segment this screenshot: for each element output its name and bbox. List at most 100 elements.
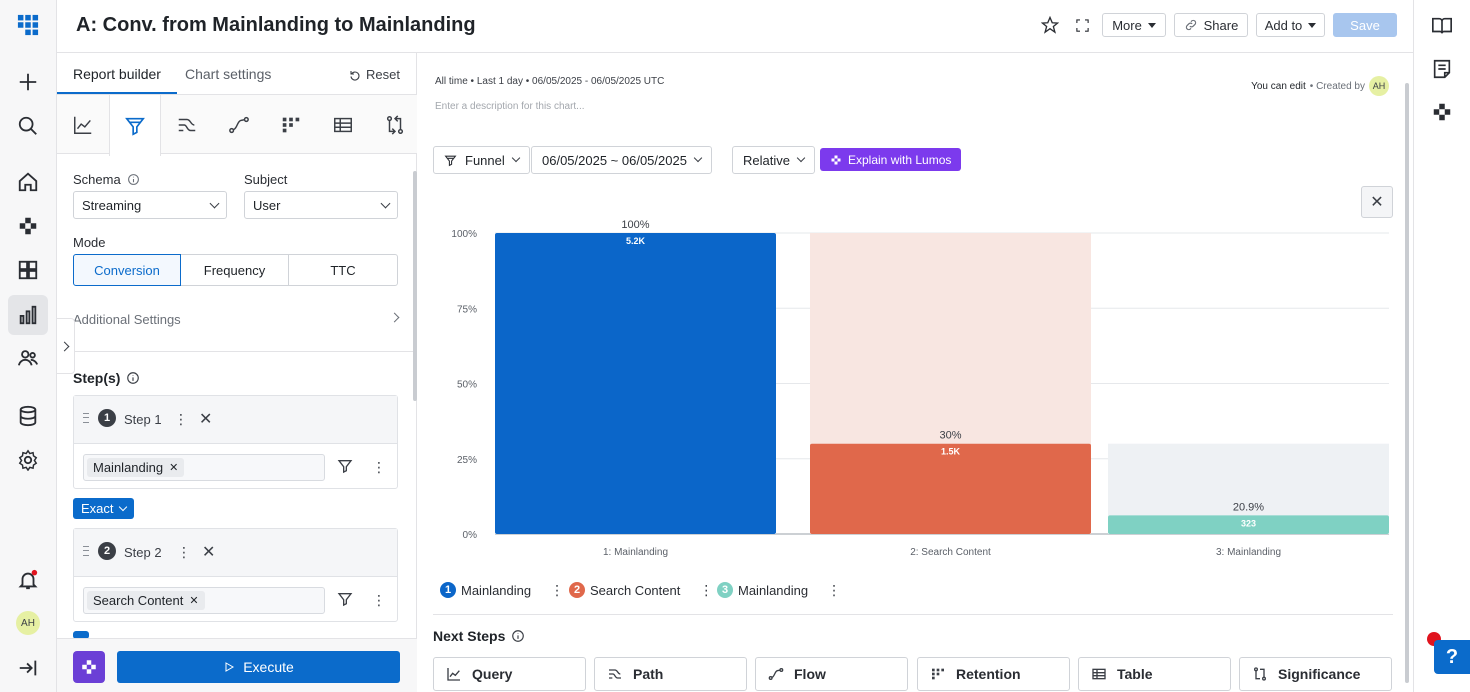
event-input[interactable]: Search Content ✕	[83, 587, 325, 614]
lumos-icon[interactable]	[8, 206, 48, 246]
more-button[interactable]: More	[1102, 13, 1166, 37]
chart-type-retention[interactable]	[265, 95, 317, 154]
next-step-label: Retention	[956, 666, 1021, 682]
event-menu-icon[interactable]: ⋮	[372, 592, 386, 608]
scale-dropdown[interactable]: Relative	[732, 146, 815, 174]
reports-icon[interactable]	[8, 295, 48, 335]
drag-handle-icon[interactable]	[83, 413, 89, 423]
chip-remove-icon[interactable]: ✕	[169, 462, 179, 474]
next-step-label: Query	[472, 666, 513, 682]
reset-button[interactable]: Reset	[349, 67, 400, 82]
fullscreen-icon[interactable]	[1072, 15, 1092, 35]
remove-step-icon[interactable]: ✕	[202, 544, 216, 561]
docs-book-icon[interactable]	[1422, 6, 1462, 46]
subject-label: Subject	[244, 172, 288, 187]
explain-with-lumos-button[interactable]: Explain with Lumos	[820, 148, 962, 171]
edit-info: You can edit • Created by AH	[1251, 76, 1389, 96]
legend-badge: 3	[717, 582, 733, 598]
legend-menu-icon[interactable]: ⋮	[699, 582, 713, 598]
step-menu-icon[interactable]: ⋮	[177, 544, 191, 560]
creator-avatar[interactable]: AH	[1369, 76, 1389, 96]
step-menu-icon[interactable]: ⋮	[174, 411, 188, 427]
collapse-panel-toggle[interactable]	[57, 318, 75, 374]
dashboard-icon[interactable]	[8, 250, 48, 290]
builder-footer: Execute	[57, 638, 417, 692]
collapse-nav-icon[interactable]	[8, 648, 48, 688]
steps-title-text: Step(s)	[73, 370, 121, 386]
share-button[interactable]: Share	[1174, 13, 1248, 37]
lumos-button[interactable]	[73, 651, 105, 683]
legend-menu-icon[interactable]: ⋮	[827, 582, 841, 598]
legend-menu-icon[interactable]: ⋮	[550, 582, 564, 598]
next-step-retention-button[interactable]: Retention	[917, 657, 1070, 691]
database-icon[interactable]	[8, 396, 48, 436]
chart-type-dropdown[interactable]: Funnel	[433, 146, 530, 174]
chart-type-significance[interactable]	[369, 95, 421, 154]
main-scrollbar[interactable]	[1405, 83, 1409, 683]
mode-conversion[interactable]: Conversion	[73, 254, 181, 286]
filter-icon[interactable]	[337, 458, 353, 474]
plus-icon[interactable]	[8, 62, 48, 102]
close-icon[interactable]: ✕	[1361, 186, 1393, 218]
divider	[433, 614, 1393, 615]
tab-report-builder[interactable]: Report builder	[73, 66, 161, 82]
filter-icon[interactable]	[337, 591, 353, 607]
chevron-down-icon	[380, 198, 391, 208]
notifications-bell-icon[interactable]	[8, 560, 48, 600]
builder-scrollbar[interactable]	[413, 171, 417, 401]
legend-item-2[interactable]: 2 Search Content ⋮	[569, 582, 713, 598]
table-icon	[1092, 668, 1106, 680]
schema-select[interactable]: Streaming	[73, 191, 227, 219]
legend-item-1[interactable]: 1 Mainlanding ⋮	[440, 582, 564, 598]
additional-settings-toggle[interactable]: Additional Settings	[73, 312, 400, 327]
chart-type-funnel[interactable]	[109, 95, 161, 156]
help-button[interactable]: ?	[1434, 640, 1470, 674]
next-step-flow-button[interactable]: Flow	[755, 657, 908, 691]
steps-title: Step(s)	[73, 370, 140, 386]
subject-select[interactable]: User	[244, 191, 398, 219]
match-type-dropdown-2[interactable]	[73, 631, 89, 639]
user-initials: AH	[16, 611, 40, 635]
lumos-rail-icon[interactable]	[1422, 92, 1462, 132]
description-input[interactable]: Enter a description for this chart...	[435, 101, 585, 112]
mode-ttc[interactable]: TTC	[288, 254, 398, 286]
mode-frequency[interactable]: Frequency	[180, 254, 289, 286]
chart-type-table[interactable]	[317, 95, 369, 154]
legend-label: Search Content	[590, 582, 681, 598]
chart-type-flow[interactable]	[213, 95, 265, 154]
lumos-label: Explain with Lumos	[848, 152, 952, 167]
remove-step-icon[interactable]: ✕	[199, 411, 213, 428]
info-icon	[127, 372, 140, 384]
star-icon[interactable]	[1040, 15, 1060, 35]
chip-remove-icon[interactable]: ✕	[189, 595, 199, 607]
users-icon[interactable]	[8, 338, 48, 378]
app-logo-icon[interactable]	[8, 5, 48, 45]
save-button[interactable]: Save	[1333, 13, 1397, 37]
next-step-significance-button[interactable]: Significance	[1239, 657, 1392, 691]
legend-item-3[interactable]: 3 Mainlanding ⋮	[717, 582, 841, 598]
add-to-button[interactable]: Add to	[1256, 13, 1325, 37]
next-step-table-button[interactable]: Table	[1078, 657, 1231, 691]
home-icon[interactable]	[8, 162, 48, 202]
settings-gear-icon[interactable]	[8, 440, 48, 480]
drag-handle-icon[interactable]	[83, 546, 89, 556]
search-icon[interactable]	[8, 106, 48, 146]
date-range-dropdown[interactable]: 06/05/2025 ~ 06/05/2025	[531, 146, 712, 174]
chevron-down-icon	[118, 502, 127, 511]
user-avatar[interactable]: AH	[8, 603, 48, 643]
event-menu-icon[interactable]: ⋮	[372, 459, 386, 475]
chart-type-path[interactable]	[161, 95, 213, 154]
notes-icon[interactable]	[1422, 49, 1462, 89]
next-step-path-button[interactable]: Path	[594, 657, 747, 691]
chart-type-line[interactable]	[57, 95, 109, 154]
step-number-badge: 2	[98, 542, 116, 560]
link-icon	[1185, 19, 1196, 31]
event-input[interactable]: Mainlanding ✕	[83, 454, 325, 481]
match-type-dropdown-1[interactable]: Exact	[73, 498, 134, 519]
next-step-query-button[interactable]: Query	[433, 657, 586, 691]
line-chart-icon	[74, 116, 92, 134]
execute-button[interactable]: Execute	[117, 651, 400, 683]
lumos-icon	[82, 660, 96, 674]
tab-chart-settings[interactable]: Chart settings	[185, 66, 272, 82]
step-label: Step 2	[124, 545, 162, 560]
